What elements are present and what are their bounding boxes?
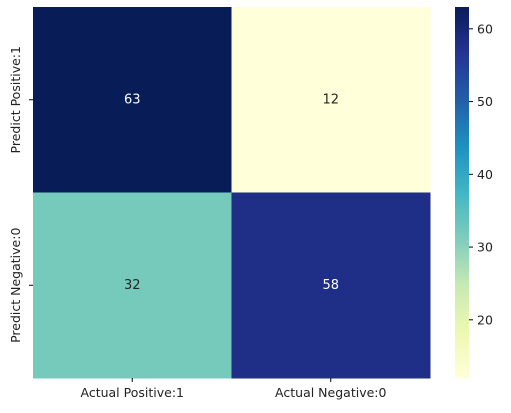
x-tick-label: Actual Negative:0 — [275, 385, 386, 400]
y-tick-label: Predict Negative:0 — [8, 228, 23, 343]
colorbar-ticks: 20 30 40 50 60 — [469, 21, 493, 327]
x-tick-label: Actual Positive:1 — [81, 385, 185, 400]
colorbar — [455, 7, 469, 378]
heatmap-cells — [33, 7, 431, 379]
colorbar-tick-label: 20 — [477, 312, 493, 327]
cell-annotation: 32 — [124, 278, 141, 293]
colorbar-tick-label: 60 — [477, 21, 493, 36]
heatmap-cell — [231, 7, 431, 193]
y-tick-label: Predict Positive:1 — [8, 46, 23, 153]
x-axis-ticks: Actual Positive:1 Actual Negative:0 — [81, 378, 386, 400]
cell-annotations: 63 12 32 58 — [124, 92, 339, 293]
cell-annotation: 12 — [322, 92, 339, 107]
y-axis-ticks: Predict Positive:1 Predict Negative:0 — [8, 46, 33, 343]
colorbar-tick-label: 30 — [477, 240, 493, 255]
heatmap-cell — [33, 7, 232, 193]
colorbar-tick-label: 50 — [477, 94, 493, 109]
heatmap-cell — [33, 192, 232, 379]
cell-annotation: 58 — [322, 278, 339, 293]
cell-annotation: 63 — [124, 92, 141, 107]
heatmap-cell — [231, 192, 431, 379]
colorbar-tick-label: 40 — [477, 167, 493, 182]
